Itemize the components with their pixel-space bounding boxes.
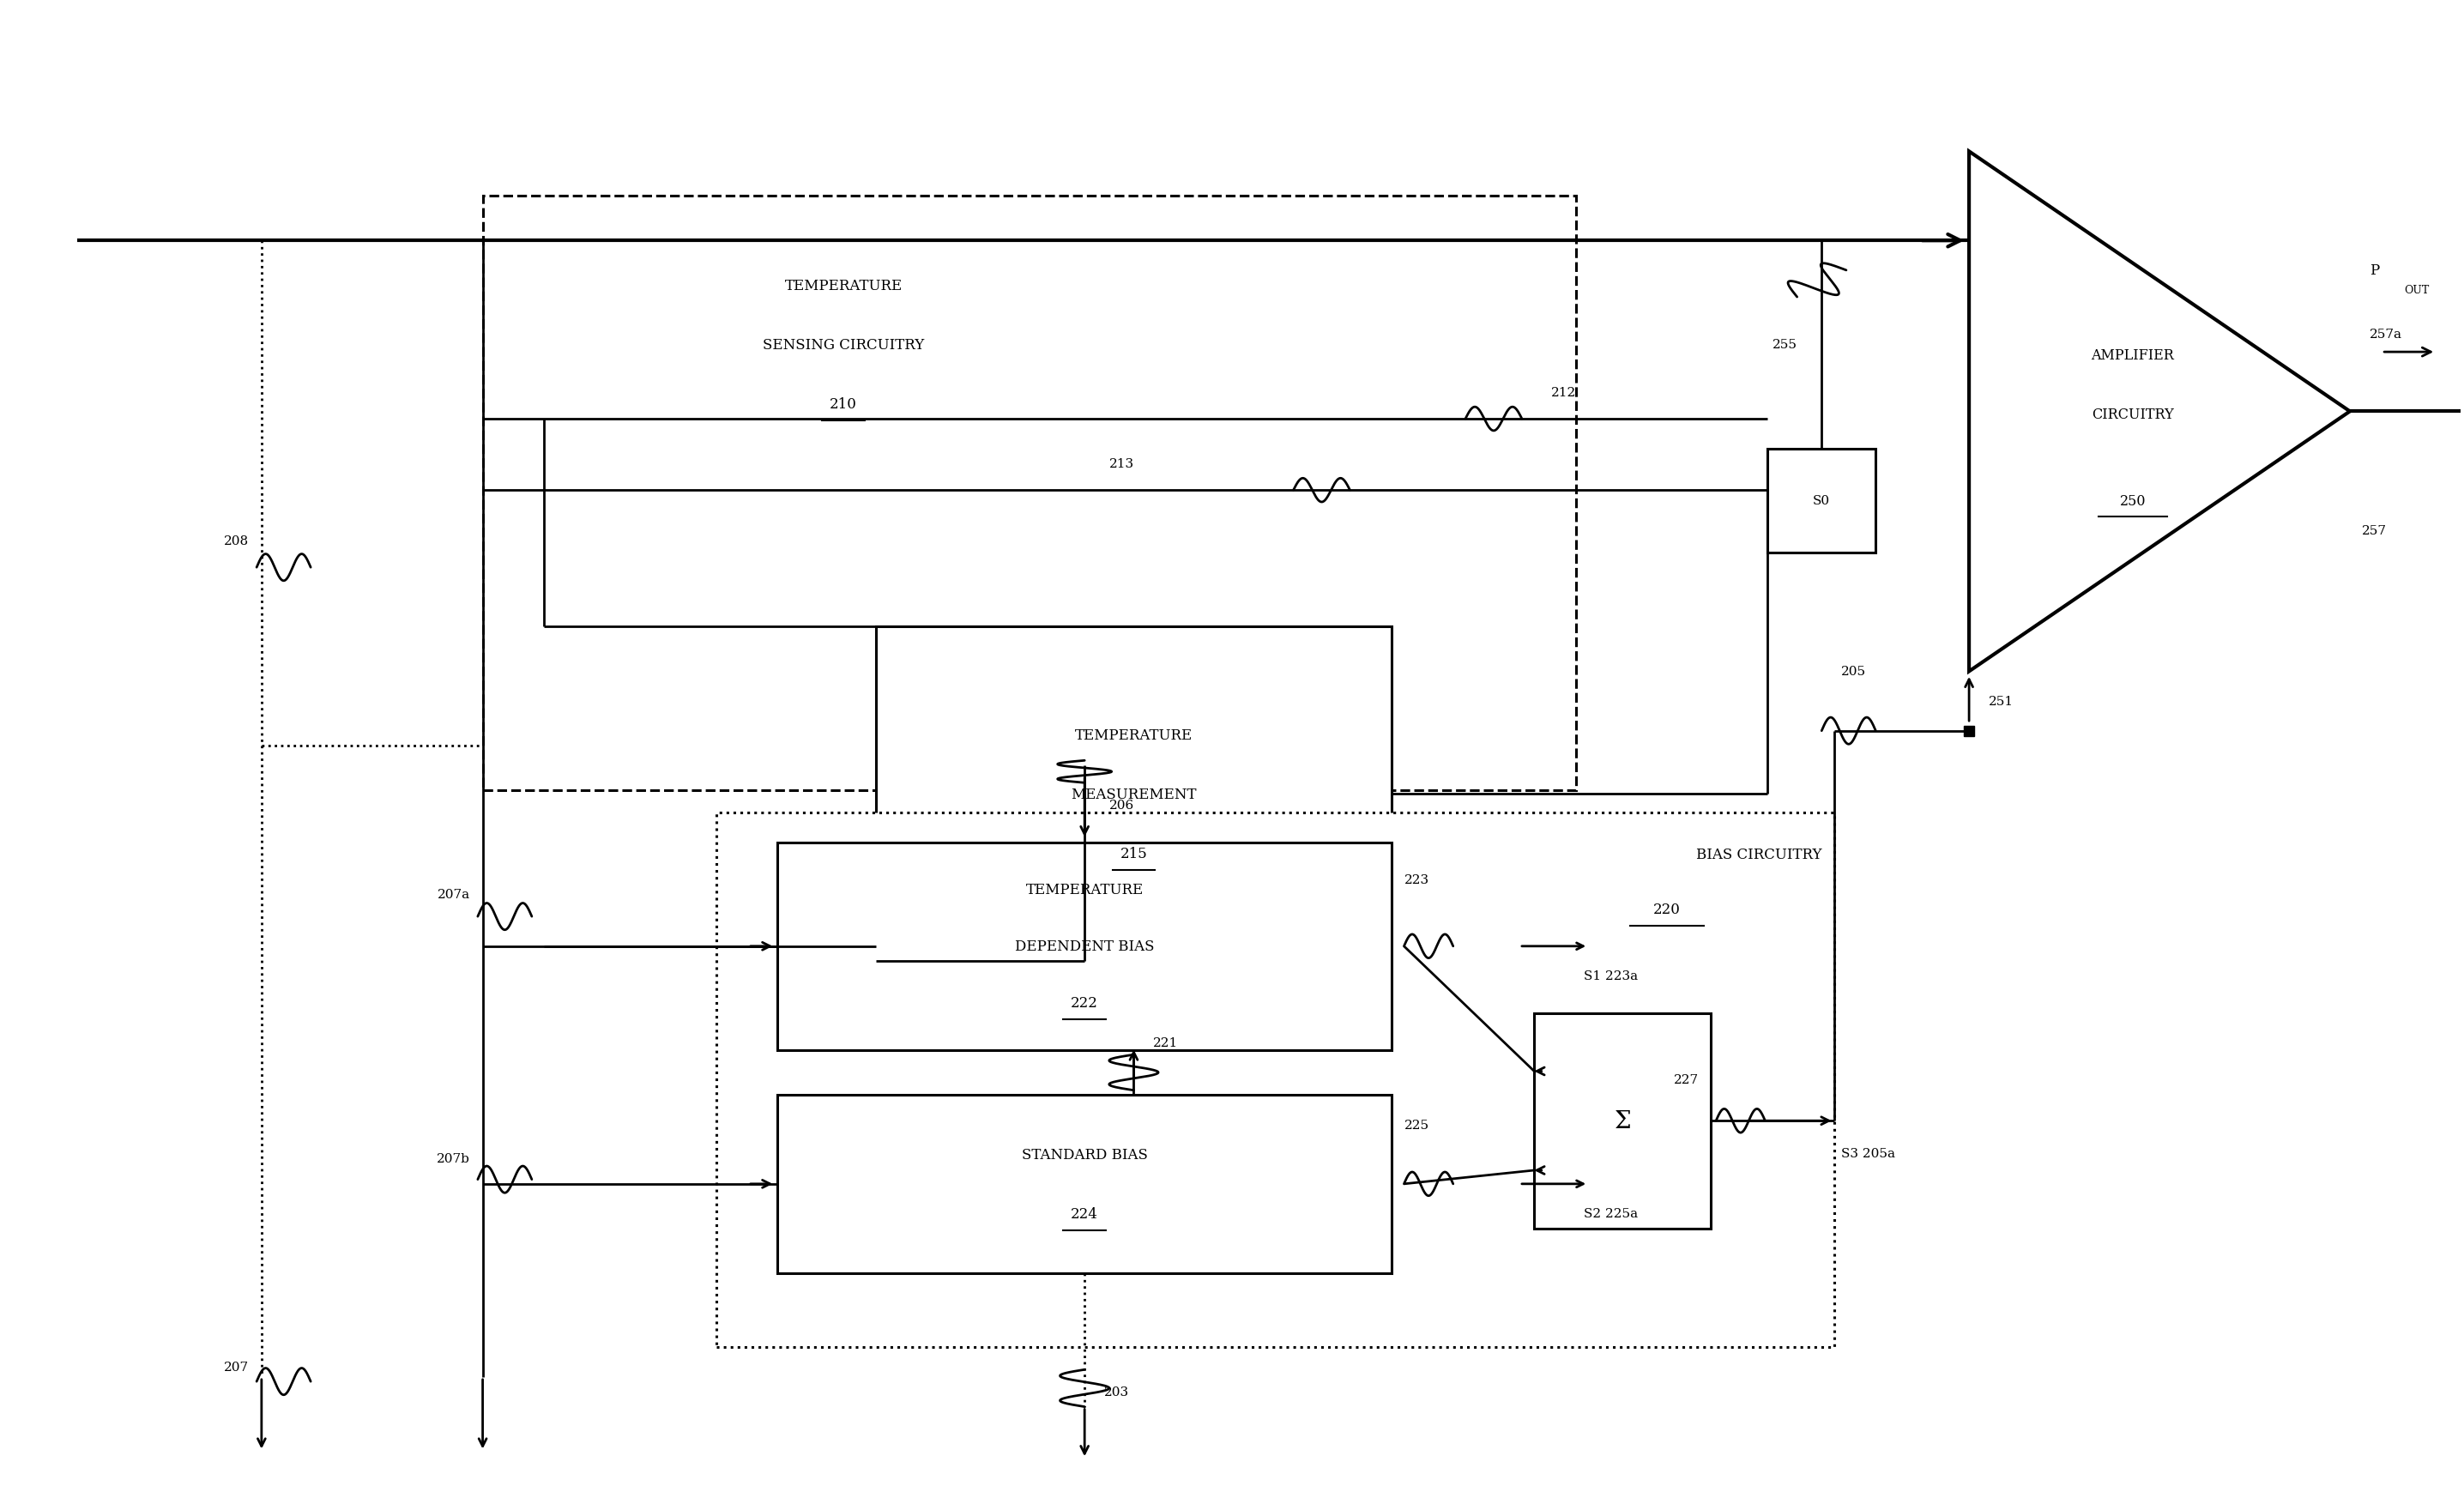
Text: 221: 221: [1153, 1037, 1178, 1049]
Text: 257a: 257a: [2370, 328, 2402, 340]
Text: 208: 208: [224, 536, 249, 548]
Text: 207b: 207b: [436, 1153, 471, 1165]
Text: 227: 227: [1673, 1073, 1698, 1085]
Text: 222: 222: [1072, 995, 1099, 1010]
Text: Σ: Σ: [1614, 1110, 1631, 1132]
Text: S0: S0: [1814, 495, 1831, 507]
Text: 212: 212: [1552, 386, 1577, 398]
Text: 205: 205: [1841, 665, 1865, 677]
Text: 207: 207: [224, 1361, 249, 1373]
Text: S2 225a: S2 225a: [1584, 1207, 1639, 1220]
Text: 223: 223: [1404, 874, 1429, 886]
Text: 224: 224: [1072, 1207, 1099, 1220]
Text: CIRCUITRY: CIRCUITRY: [2092, 407, 2173, 422]
Text: S3 205a: S3 205a: [1841, 1147, 1895, 1159]
Text: 251: 251: [1988, 695, 2013, 707]
FancyBboxPatch shape: [1535, 1013, 1710, 1228]
Text: 213: 213: [1109, 458, 1133, 470]
Text: 225: 225: [1404, 1119, 1429, 1131]
Text: P: P: [2370, 264, 2380, 278]
FancyBboxPatch shape: [1767, 449, 1875, 554]
Text: 206: 206: [1109, 800, 1133, 812]
FancyBboxPatch shape: [875, 627, 1392, 961]
Text: MEASUREMENT: MEASUREMENT: [1072, 786, 1198, 801]
Text: SENSING CIRCUITRY: SENSING CIRCUITRY: [764, 337, 924, 352]
Text: 207a: 207a: [439, 888, 471, 901]
Text: 220: 220: [1653, 903, 1680, 916]
Text: STANDARD BIAS: STANDARD BIAS: [1023, 1147, 1148, 1162]
FancyBboxPatch shape: [483, 197, 1577, 791]
Text: TEMPERATURE: TEMPERATURE: [1025, 883, 1143, 897]
Text: 203: 203: [1104, 1386, 1129, 1398]
Text: TEMPERATURE: TEMPERATURE: [1074, 728, 1193, 742]
Text: AMPLIFIER: AMPLIFIER: [2092, 348, 2173, 363]
FancyBboxPatch shape: [717, 813, 1833, 1347]
Text: 255: 255: [1772, 339, 1796, 351]
Text: 257: 257: [2363, 525, 2388, 537]
FancyBboxPatch shape: [779, 1095, 1392, 1273]
Text: BIAS CIRCUITRY: BIAS CIRCUITRY: [1695, 847, 1821, 862]
FancyBboxPatch shape: [779, 843, 1392, 1050]
Text: 250: 250: [2119, 494, 2146, 509]
Text: 210: 210: [830, 397, 857, 412]
Text: OUT: OUT: [2405, 285, 2430, 295]
Text: S1 223a: S1 223a: [1584, 970, 1639, 982]
Text: TEMPERATURE: TEMPERATURE: [784, 279, 902, 292]
Text: 215: 215: [1121, 846, 1148, 861]
Text: DEPENDENT BIAS: DEPENDENT BIAS: [1015, 938, 1153, 953]
